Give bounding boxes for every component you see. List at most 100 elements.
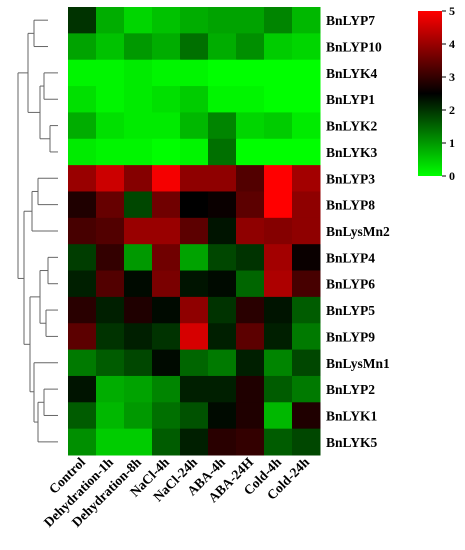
heatmap-cell xyxy=(96,112,125,140)
heatmap-cell xyxy=(180,112,209,140)
row-label: BnLYP8 xyxy=(326,198,375,213)
row-label: BnLYP3 xyxy=(326,171,375,186)
heatmap-cell xyxy=(236,217,265,245)
heatmap-cell xyxy=(180,138,209,166)
row-label: BnLYK3 xyxy=(326,145,378,160)
heatmap-cell xyxy=(208,165,237,192)
heatmap-cell xyxy=(152,33,181,61)
heatmap-cell xyxy=(292,33,321,61)
heatmap-cell xyxy=(124,375,153,403)
heatmap-cell xyxy=(236,7,265,34)
heatmap-cell xyxy=(292,217,321,245)
heatmap-cell xyxy=(208,33,237,61)
heatmap-cell xyxy=(292,270,321,298)
heatmap-cell xyxy=(236,112,265,140)
row-label: BnLYK4 xyxy=(326,66,378,81)
heatmap-cell xyxy=(152,296,181,324)
heatmap-cell xyxy=(152,402,181,430)
column-labels: ControlDehydration-1hDehydration-8hNaCl-… xyxy=(41,454,313,530)
heatmap-cell xyxy=(152,428,181,456)
color-scale-tick-label: 2 xyxy=(449,103,455,117)
heatmap-cell xyxy=(208,349,237,377)
heatmap-cell xyxy=(152,7,181,34)
heatmap-cell xyxy=(68,375,97,403)
heatmap-cell xyxy=(180,375,209,403)
heatmap-cell xyxy=(264,112,293,140)
heatmap-cell xyxy=(208,59,237,87)
heatmap-cell xyxy=(68,165,97,192)
heatmap-cell xyxy=(292,375,321,403)
row-label: BnLYP10 xyxy=(326,40,382,55)
color-scale-tick-label: 5 xyxy=(449,4,455,18)
heatmap-cell xyxy=(96,296,125,324)
row-dendrogram xyxy=(17,19,58,443)
heatmap-cell xyxy=(292,191,321,219)
heatmap-cell xyxy=(264,7,293,34)
color-scale-legend: 0 1 2 3 4 5 xyxy=(418,4,455,183)
heatmap-cell xyxy=(68,112,97,140)
heatmap-cell xyxy=(236,33,265,61)
heatmap-cell xyxy=(180,33,209,61)
heatmap-cell xyxy=(236,244,265,272)
heatmap-cell xyxy=(124,428,153,456)
row-label: BnLYK1 xyxy=(326,408,378,423)
heatmap-cell xyxy=(152,244,181,272)
heatmap-cell xyxy=(152,349,181,377)
heatmap-cell xyxy=(96,165,125,192)
heatmap-cell xyxy=(236,402,265,430)
heatmap-cell xyxy=(292,59,321,87)
heatmap-cell xyxy=(208,296,237,324)
heatmap-cell xyxy=(264,296,293,324)
heatmap-cell xyxy=(124,191,153,219)
heatmap-cell xyxy=(152,270,181,298)
heatmap-cell xyxy=(152,191,181,219)
heatmap-cell xyxy=(236,323,265,351)
heatmap-cell xyxy=(96,323,125,351)
heatmap-cell xyxy=(96,59,125,87)
heatmap-cell xyxy=(292,323,321,351)
heatmap-cell xyxy=(264,33,293,61)
heatmap-cell xyxy=(208,112,237,140)
heatmap-cell xyxy=(208,270,237,298)
heatmap-cell xyxy=(208,323,237,351)
heatmap-cell xyxy=(124,296,153,324)
heatmap-cell xyxy=(124,7,153,34)
heatmap-cell xyxy=(236,270,265,298)
heatmap-cell xyxy=(68,244,97,272)
color-scale-tick-label: 1 xyxy=(449,136,455,150)
heatmap-cell xyxy=(180,244,209,272)
heatmap-cell xyxy=(180,349,209,377)
heatmap-cell xyxy=(152,138,181,166)
row-label: BnLYP6 xyxy=(326,277,375,292)
heatmap-cell xyxy=(152,323,181,351)
heatmap-cell xyxy=(96,86,125,113)
heatmap-cell xyxy=(180,402,209,430)
heatmap-cells xyxy=(68,7,321,456)
heatmap-cell xyxy=(208,138,237,166)
heatmap-cell xyxy=(264,349,293,377)
heatmap-cell xyxy=(208,217,237,245)
row-label: BnLYK5 xyxy=(326,435,378,450)
heatmap-cell xyxy=(68,428,97,456)
heatmap-cell xyxy=(68,349,97,377)
heatmap-cell xyxy=(292,428,321,456)
row-label: BnLYK2 xyxy=(326,119,378,134)
heatmap-cell xyxy=(292,7,321,34)
heatmap-cell xyxy=(208,428,237,456)
heatmap-cell xyxy=(180,217,209,245)
heatmap-cell xyxy=(264,86,293,113)
heatmap-cell xyxy=(124,112,153,140)
heatmap-cell xyxy=(264,165,293,192)
heatmap-cell xyxy=(236,138,265,166)
heatmap-cell xyxy=(68,296,97,324)
row-label: BnLYP4 xyxy=(326,250,375,265)
row-labels: BnLYP7 BnLYP10 BnLYK4 BnLYP1 BnLYK2 BnLYK3 BnL… xyxy=(326,13,390,450)
heatmap-cell xyxy=(208,86,237,113)
heatmap-cell xyxy=(152,217,181,245)
heatmap-cell xyxy=(264,375,293,403)
heatmap-cell xyxy=(208,402,237,430)
heatmap-cell xyxy=(180,296,209,324)
heatmap-cell xyxy=(96,270,125,298)
row-label: BnLysMn2 xyxy=(326,224,390,239)
heatmap-cell xyxy=(292,138,321,166)
